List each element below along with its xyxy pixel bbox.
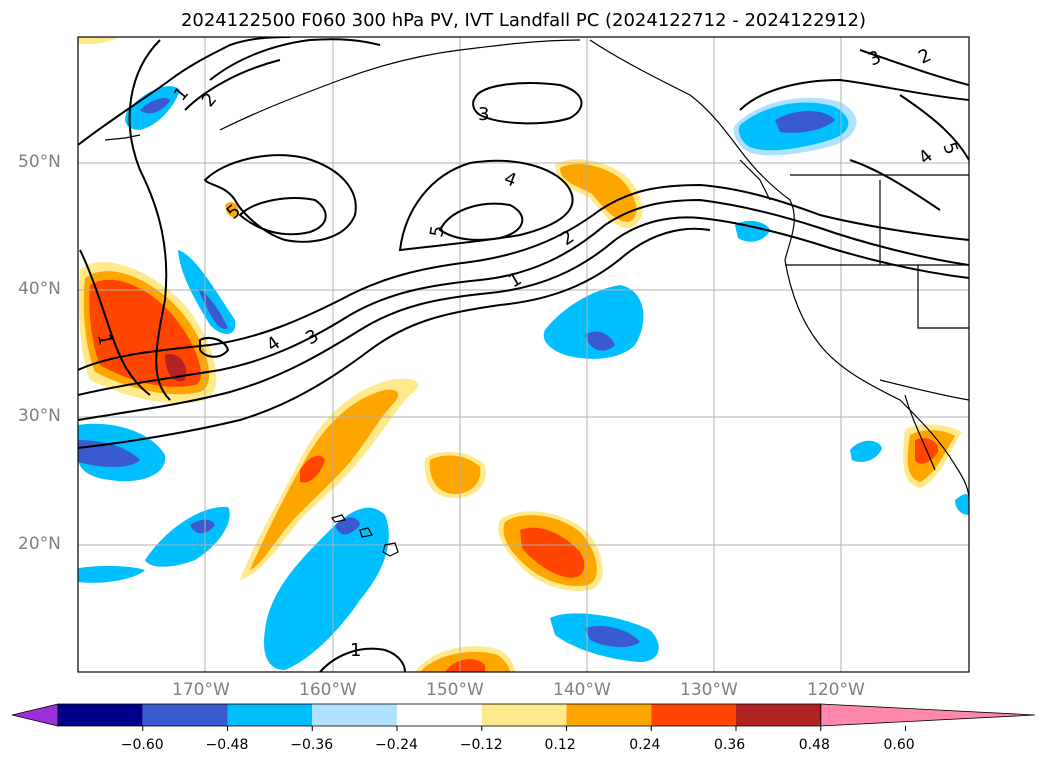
colorbar-segment [58,704,143,726]
colorbar-segment [736,704,821,726]
colorbar-extend-max [820,703,1036,727]
shading-layer [78,37,969,672]
colorbar-tick-label: −0.48 [205,737,249,753]
map-panel: 1 2 3 4 5 3 2 1 4 5 4 5 3 2 1 1 [77,36,970,673]
negative-anomaly-central [543,285,644,359]
colorbar-extend-min [11,703,59,727]
contour-lines [78,37,969,672]
lon-label: 160°W [299,680,357,700]
colorbar-segment [481,704,567,726]
lat-label: 50°N [18,152,61,172]
contour-label: 1 [350,640,361,661]
contour-label: 5 [426,224,449,239]
lon-label: 140°W [553,680,611,700]
colorbar-tick-label: −0.12 [459,737,503,753]
lon-label: 170°W [172,680,230,700]
colorbar-frame [57,703,822,727]
map-frame [77,36,970,673]
lat-label: 20°N [18,534,61,554]
map-title: 2024122500 F060 300 hPa PV, IVT Landfall… [180,10,867,31]
colorbar-tick-label: 0.48 [798,737,830,753]
lat-label: 40°N [18,279,61,299]
colorbar-segment [142,704,228,726]
graticule [78,37,969,672]
colorbar-tick-label: 0.36 [714,737,746,753]
colorbar-tick-label: 0.12 [544,737,576,753]
colorbar-segment [312,704,397,726]
lon-label: 130°W [680,680,738,700]
contour-label: 3 [478,104,489,125]
colorbar-segment [397,704,482,726]
colorbar-tick-label: −0.36 [290,737,334,753]
lat-label: 30°N [18,406,61,426]
negative-anomaly-hawaii [264,507,389,670]
colorbar-tick-label: −0.24 [375,737,418,753]
negative-anomaly-170w [178,250,236,335]
colorbar-tick-label: −0.60 [120,737,164,753]
colorbar-segment [651,704,736,726]
colorbar-segment [227,704,313,726]
colorbar-tick-label: 0.24 [629,737,661,753]
contour-label: 1 [93,332,116,347]
coastlines [104,39,969,557]
colorbar-segment [566,704,652,726]
colorbar [11,703,1036,731]
lon-label: 120°W [807,680,865,700]
colorbar-tick-label: 0.60 [883,737,915,753]
lon-label: 150°W [426,680,484,700]
